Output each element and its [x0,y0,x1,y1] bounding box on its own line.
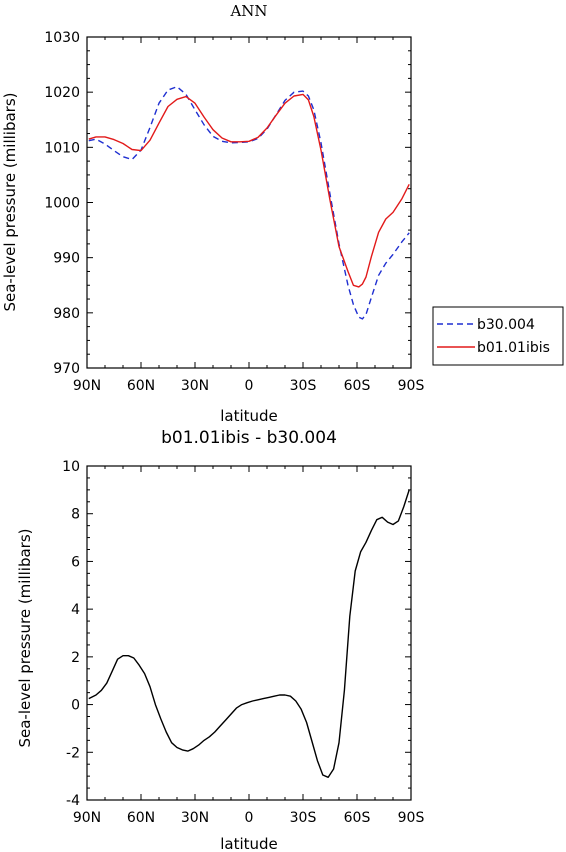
legend-label-b01-01ibis: b01.01ibis [477,340,550,356]
y-tick-label: 1000 [44,196,80,212]
legend-label-b30-004: b30.004 [477,317,535,333]
axis-ticks: 90N 60N 30N 0 30S 60S 90S -4 -2 0 2 4 6 8 10 [62,459,424,826]
x-axis-label: latitude [220,407,278,425]
y-tick-label: -4 [66,793,80,809]
y-tick-label: 970 [53,361,80,377]
axis-ticks: 90N 60N 30N 0 30S 60S 90S 970 980 990 1000 1010 1020… [44,30,424,394]
x-tick-label: 60S [344,378,371,394]
y-tick-label: 0 [71,698,80,714]
y-tick-label: 980 [53,306,80,322]
legend-box [432,306,564,366]
chart-title-ann: ANN [229,2,267,20]
x-tick-label: 30S [290,810,317,826]
x-tick-label: 90N [73,378,101,394]
y-tick-label: 1010 [44,140,80,156]
y-tick-label: 4 [71,602,80,618]
x-tick-label: 30S [290,378,317,394]
y-tick-label: 6 [71,554,80,570]
x-tick-label: 60N [127,378,155,394]
series-group [88,489,410,778]
legend: b30.004 b01.01ibis [432,306,564,366]
x-tick-label: 0 [245,810,254,826]
series-line-difference [88,489,410,778]
y-tick-label: 10 [62,459,80,475]
series-group [88,85,410,320]
x-tick-label: 90S [398,810,425,826]
x-tick-label: 30N [181,378,209,394]
x-tick-label: 30N [181,810,209,826]
y-tick-label: 1020 [44,85,80,101]
chart-difference: b01.01ibis - b30.004 90N 60N 30N 0 30S 60S 90S… [16,428,424,852]
x-tick-label: 0 [245,378,254,394]
y-tick-label: 2 [71,650,80,666]
series-line-b30-004 [88,85,410,320]
x-tick-label: 90N [73,810,101,826]
x-axis-label: latitude [220,835,278,852]
x-tick-label: 90S [398,378,425,394]
y-tick-label: 990 [53,251,80,267]
y-axis-label: Sea-level pressure (millibars) [16,528,34,747]
y-axis-label: Sea-level pressure (millibars) [1,92,19,311]
chart-ann: ANN 90N 60N 30N 0 30S 60S 90S 970 980 990 1000 1010… [1,2,564,425]
plot-area-frame [86,465,412,801]
y-tick-label: -2 [66,745,80,761]
series-line-b01-01ibis [88,93,410,288]
x-tick-label: 60S [344,810,371,826]
y-tick-label: 8 [71,507,80,523]
chart-title-difference: b01.01ibis - b30.004 [161,428,337,448]
x-tick-label: 60N [127,810,155,826]
y-tick-label: 1030 [44,30,80,46]
